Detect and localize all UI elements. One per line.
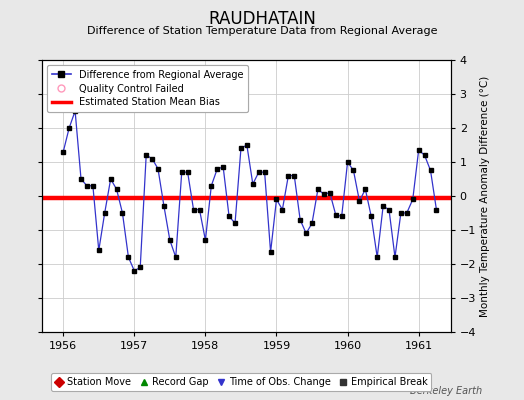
- Text: RAUDHATAIN: RAUDHATAIN: [208, 10, 316, 28]
- Legend: Difference from Regional Average, Quality Control Failed, Estimated Station Mean: Difference from Regional Average, Qualit…: [47, 65, 248, 112]
- Text: Difference of Station Temperature Data from Regional Average: Difference of Station Temperature Data f…: [87, 26, 437, 36]
- Legend: Station Move, Record Gap, Time of Obs. Change, Empirical Break: Station Move, Record Gap, Time of Obs. C…: [51, 373, 431, 391]
- Y-axis label: Monthly Temperature Anomaly Difference (°C): Monthly Temperature Anomaly Difference (…: [481, 75, 490, 317]
- Text: Berkeley Earth: Berkeley Earth: [410, 386, 482, 396]
